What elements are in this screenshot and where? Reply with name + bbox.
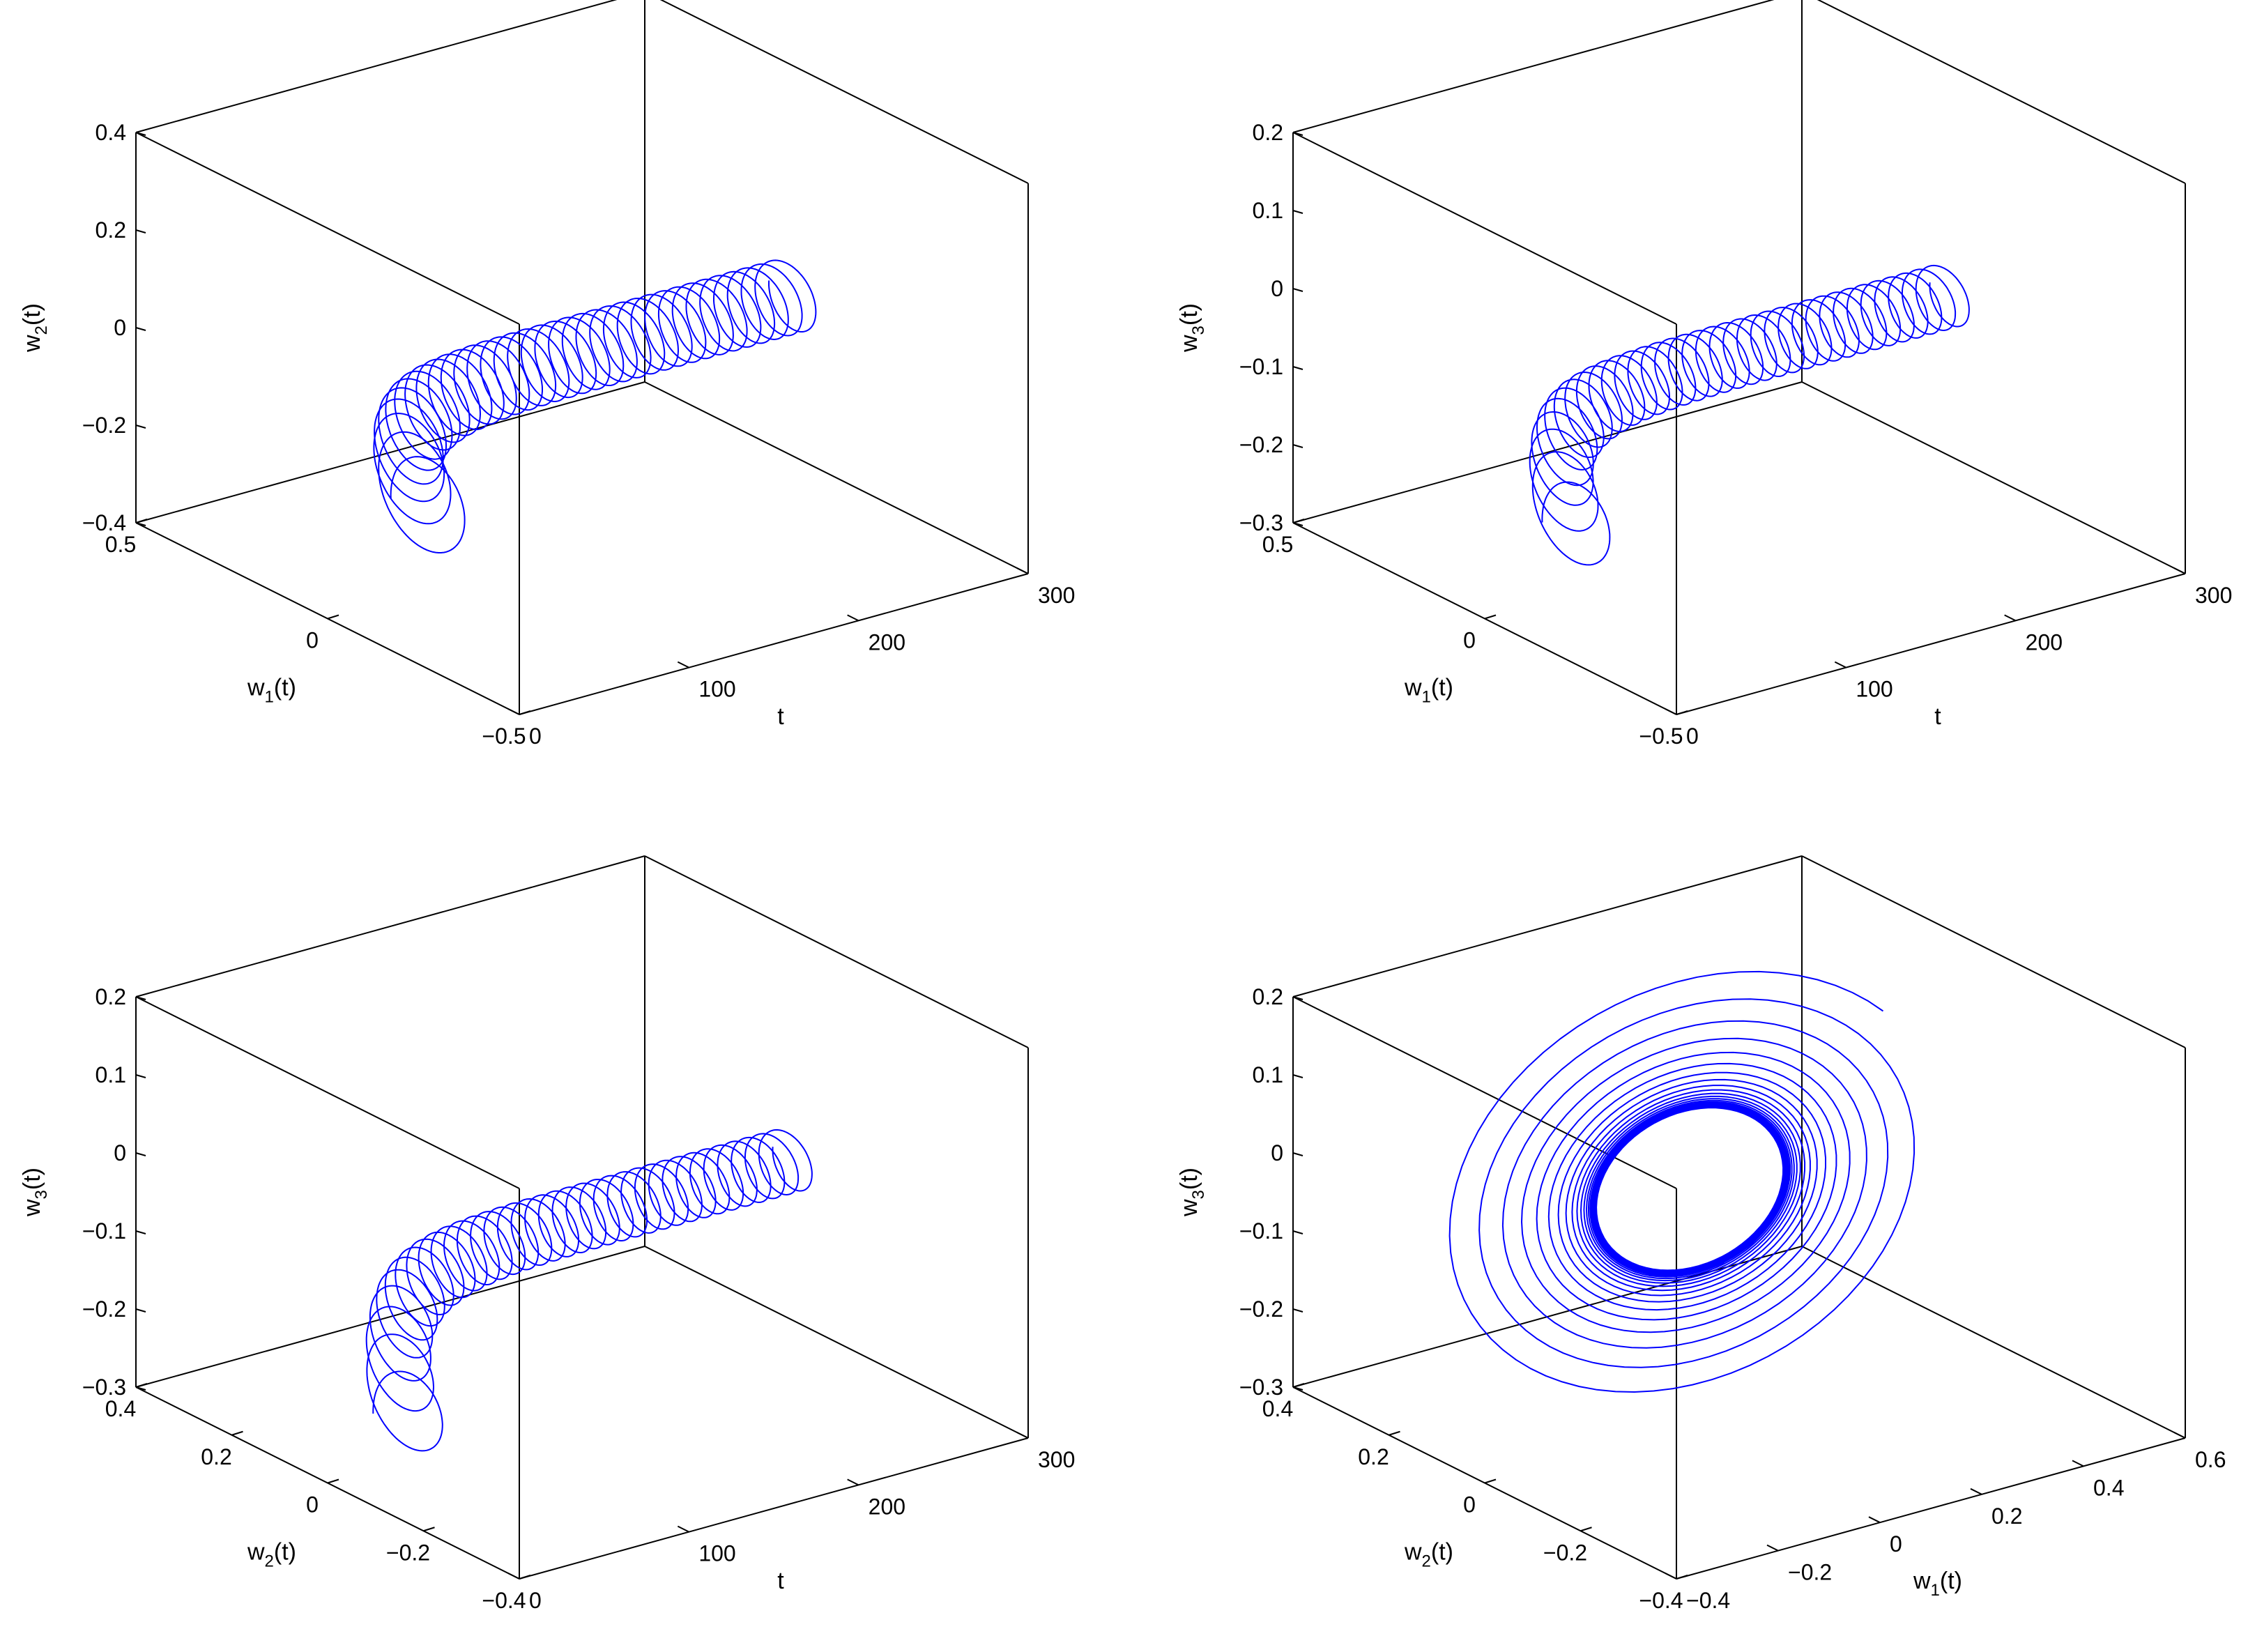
z-axis-ticks: 0.2 0.1 0 −0.1 −0.2 −0.3 — [1239, 984, 1303, 1400]
y-tick-label: 0.5 — [105, 532, 136, 557]
y-axis-ticks: 0.4 0.2 0 −0.2 −0.4 — [105, 1383, 531, 1613]
trajectory-line — [1529, 264, 1970, 566]
y-tick-label: 0 — [306, 628, 319, 653]
z-tick-label: 0.2 — [95, 984, 126, 1009]
x-axis-ticks: 0 100 200 300 — [507, 1432, 1075, 1613]
z-tick-label: 0 — [1271, 276, 1283, 301]
x-tick-label: 0.6 — [2195, 1447, 2226, 1472]
x-axis-ticks: 0 100 200 300 — [507, 567, 1075, 749]
x-axis-ticks: −0.4 −0.2 0 0.2 0.4 0.6 — [1665, 1432, 2226, 1613]
x-axis-label: t — [1934, 703, 1941, 730]
axes-box — [1292, 0, 2186, 715]
trajectory-line — [365, 1129, 813, 1452]
x-axis-label: t — [777, 703, 784, 730]
y-tick-label: 0.2 — [201, 1444, 231, 1469]
y-axis-ticks: 0.5 0 −0.5 — [105, 519, 531, 749]
z-tick-label: −0.3 — [82, 1375, 126, 1400]
y-axis-ticks: 0.4 0.2 0 −0.2 −0.4 — [1262, 1383, 1688, 1613]
z-tick-label: 0.2 — [1253, 120, 1283, 145]
z-axis-ticks: 0.2 0.1 0 −0.1 −0.2 −0.3 — [82, 984, 146, 1400]
trajectory-line — [373, 259, 817, 553]
x-tick-label: 300 — [1038, 583, 1075, 608]
z-axis-label: w2(t) — [19, 303, 51, 353]
x-tick-label: 0 — [529, 1588, 542, 1613]
z-axis-label: w3(t) — [19, 1168, 51, 1217]
y-axis-label: w2(t) — [1404, 1539, 1453, 1571]
axes-box — [135, 855, 1029, 1580]
y-tick-label: 0.4 — [105, 1396, 136, 1421]
z-tick-label: −0.1 — [82, 1218, 126, 1244]
z-axis-ticks: 0.2 0.1 0 −0.1 −0.2 −0.3 — [1239, 120, 1303, 535]
y-tick-label: 0 — [1463, 628, 1476, 653]
y-tick-label: −0.5 — [1639, 724, 1683, 749]
subplot-w1-w2-w3: 0.20.10−0.1−0.2−0.30.40.20−0.2−0.4 −0.4−0… — [1176, 855, 2226, 1613]
x-tick-label: 0.4 — [2093, 1475, 2124, 1500]
z-axis-label: w3(t) — [1176, 303, 1208, 353]
x-axis-label: w1(t) — [1913, 1568, 1962, 1600]
y-tick-label: 0.2 — [1358, 1444, 1389, 1469]
y-axis-label: w1(t) — [1404, 675, 1453, 707]
z-tick-label: 0.4 — [95, 120, 126, 145]
z-tick-label: −0.2 — [1239, 1297, 1283, 1322]
y-tick-label: 0 — [306, 1492, 319, 1517]
z-axis-label: w3(t) — [1176, 1168, 1208, 1217]
z-tick-label: −0.2 — [82, 1297, 126, 1322]
z-tick-label: 0 — [114, 315, 126, 340]
x-tick-label: 200 — [869, 1494, 905, 1519]
x-tick-label: 100 — [1856, 677, 1893, 702]
y-tick-label: 0.4 — [1262, 1396, 1293, 1421]
z-tick-label: 0.1 — [1253, 198, 1283, 223]
y-axis-ticks: 0.5 0 −0.5 — [1262, 519, 1688, 749]
z-tick-label: 0.2 — [95, 217, 126, 243]
x-tick-label: 100 — [698, 677, 735, 702]
axes-box — [135, 0, 1029, 715]
z-axis-ticks: 0.4 0.2 0 −0.2 −0.4 — [82, 120, 146, 535]
subplot-w1-t-w2: 0.40.20−0.2−0.40.50−0.5 0100200300tw1(t)w… — [19, 0, 1075, 749]
z-tick-label: 0.2 — [1253, 984, 1283, 1009]
axes-box — [1292, 855, 2186, 1580]
z-tick-label: −0.2 — [82, 413, 126, 438]
z-tick-label: −0.3 — [1239, 510, 1283, 535]
y-tick-label: −0.4 — [482, 1588, 526, 1613]
x-tick-label: 0.2 — [1991, 1504, 2022, 1529]
y-tick-label: 0 — [1463, 1492, 1476, 1517]
z-tick-label: −0.1 — [1239, 1218, 1283, 1244]
y-tick-label: −0.5 — [482, 724, 526, 749]
x-tick-label: −0.4 — [1686, 1588, 1730, 1613]
subplot-w2-t-w3: 0.20.10−0.1−0.2−0.30.40.20−0.2−0.4 010020… — [19, 855, 1075, 1613]
x-tick-label: 0 — [529, 724, 542, 749]
x-tick-label: 100 — [698, 1541, 735, 1566]
x-tick-label: 0 — [1890, 1531, 1902, 1557]
x-tick-label: 0 — [1686, 724, 1699, 749]
y-tick-label: −0.2 — [1543, 1540, 1587, 1565]
z-tick-label: 0 — [114, 1140, 126, 1165]
y-tick-label: −0.2 — [386, 1540, 430, 1565]
z-tick-label: 0.1 — [1253, 1062, 1283, 1087]
x-axis-label: t — [777, 1568, 784, 1594]
z-tick-label: −0.1 — [1239, 354, 1283, 379]
z-tick-label: −0.4 — [82, 510, 126, 535]
x-tick-label: 300 — [1038, 1447, 1075, 1472]
x-tick-label: 300 — [2195, 583, 2232, 608]
x-tick-label: −0.2 — [1788, 1560, 1832, 1585]
subplot-w1-t-w3: 0.20.10−0.1−0.2−0.30.50−0.5 0100200300tw1… — [1176, 0, 2232, 749]
y-tick-label: −0.4 — [1639, 1588, 1683, 1613]
z-tick-label: −0.3 — [1239, 1375, 1283, 1400]
x-tick-label: 200 — [2026, 629, 2063, 655]
x-tick-label: 200 — [869, 629, 905, 655]
z-tick-label: 0 — [1271, 1140, 1283, 1165]
x-axis-ticks: 0 100 200 300 — [1665, 567, 2232, 749]
y-tick-label: 0.5 — [1262, 532, 1293, 557]
y-axis-label: w1(t) — [247, 675, 296, 707]
z-tick-label: 0.1 — [95, 1062, 126, 1087]
z-tick-label: −0.2 — [1239, 432, 1283, 457]
y-axis-label: w2(t) — [247, 1539, 296, 1571]
trajectory-line — [1448, 970, 1916, 1393]
